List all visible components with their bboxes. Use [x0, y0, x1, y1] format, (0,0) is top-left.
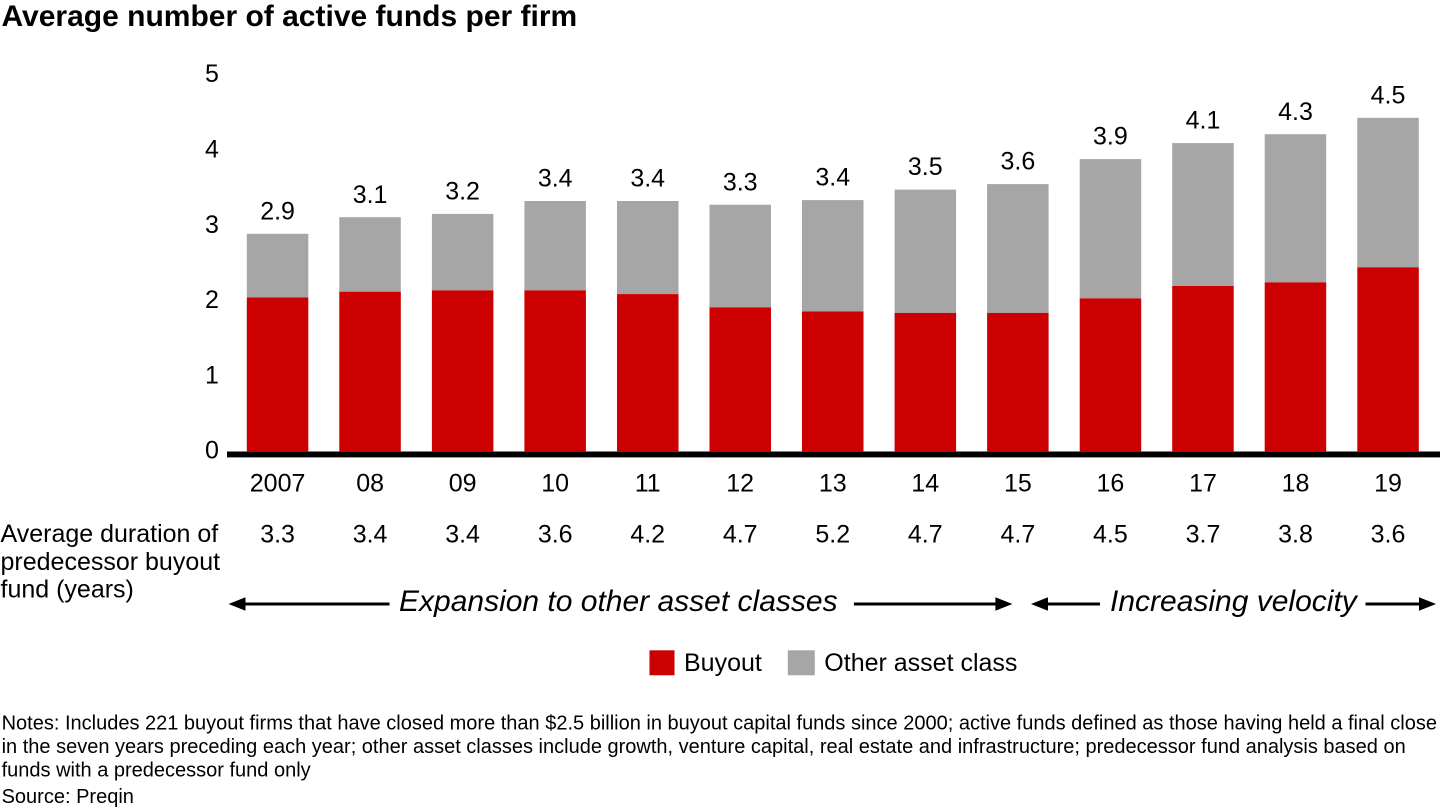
svg-text:Average number of active funds: Average number of active funds per firm	[2, 0, 578, 33]
svg-text:4.1: 4.1	[1186, 107, 1221, 135]
svg-text:4.3: 4.3	[1278, 98, 1313, 126]
svg-text:fund (years): fund (years)	[1, 576, 134, 604]
svg-text:5.2: 5.2	[815, 520, 850, 548]
svg-text:Expansion to other asset class: Expansion to other asset classes	[399, 585, 838, 618]
svg-text:08: 08	[356, 470, 384, 498]
svg-text:4.7: 4.7	[723, 520, 758, 548]
svg-text:1: 1	[205, 361, 219, 389]
svg-text:16: 16	[1096, 470, 1124, 498]
svg-text:Increasing velocity: Increasing velocity	[1110, 585, 1359, 618]
svg-text:Source: Preqin: Source: Preqin	[2, 786, 134, 808]
svg-text:2.9: 2.9	[260, 197, 295, 225]
svg-text:19: 19	[1374, 470, 1402, 498]
svg-text:13: 13	[819, 470, 847, 498]
svg-text:3.2: 3.2	[445, 178, 480, 206]
svg-text:3.6: 3.6	[538, 520, 573, 548]
svg-text:3.9: 3.9	[1093, 123, 1128, 151]
svg-text:Buyout: Buyout	[684, 649, 762, 677]
svg-text:15: 15	[1004, 470, 1032, 498]
svg-text:Other asset class: Other asset class	[824, 649, 1017, 677]
svg-text:4.5: 4.5	[1371, 81, 1406, 109]
svg-text:Average duration of: Average duration of	[1, 520, 219, 548]
svg-text:3.4: 3.4	[538, 165, 573, 193]
svg-text:Notes: Includes 221 buyout fir: Notes: Includes 221 buyout firms that ha…	[2, 713, 1437, 735]
svg-text:09: 09	[449, 470, 477, 498]
svg-text:2: 2	[205, 286, 219, 314]
svg-text:3.8: 3.8	[1278, 520, 1313, 548]
svg-text:3.4: 3.4	[630, 165, 665, 193]
svg-text:17: 17	[1189, 470, 1217, 498]
svg-text:3.6: 3.6	[1371, 520, 1406, 548]
svg-text:in the seven years preceding e: in the seven years preceding each year; …	[2, 736, 1406, 758]
svg-text:14: 14	[911, 470, 939, 498]
svg-text:3.3: 3.3	[723, 168, 758, 196]
svg-text:12: 12	[726, 470, 754, 498]
svg-text:4.2: 4.2	[630, 520, 665, 548]
svg-text:3: 3	[205, 211, 219, 239]
svg-text:11: 11	[635, 470, 661, 498]
svg-text:10: 10	[541, 470, 569, 498]
svg-text:3.4: 3.4	[445, 520, 480, 548]
svg-text:3.3: 3.3	[260, 520, 295, 548]
svg-text:0: 0	[205, 437, 219, 465]
svg-text:4.7: 4.7	[908, 520, 943, 548]
svg-text:4.7: 4.7	[1001, 520, 1036, 548]
svg-text:predecessor buyout: predecessor buyout	[1, 548, 221, 576]
svg-text:3.5: 3.5	[908, 153, 943, 181]
svg-text:5: 5	[205, 60, 219, 88]
svg-text:3.4: 3.4	[353, 520, 388, 548]
svg-text:3.7: 3.7	[1186, 520, 1221, 548]
svg-text:2007: 2007	[250, 470, 306, 498]
svg-text:4: 4	[205, 136, 219, 164]
svg-text:funds with a predecessor fund: funds with a predecessor fund only	[2, 760, 311, 782]
svg-text:3.4: 3.4	[815, 164, 850, 192]
svg-text:3.1: 3.1	[353, 181, 388, 209]
svg-text:4.5: 4.5	[1093, 520, 1128, 548]
svg-text:18: 18	[1282, 470, 1310, 498]
svg-text:3.6: 3.6	[1001, 148, 1036, 176]
